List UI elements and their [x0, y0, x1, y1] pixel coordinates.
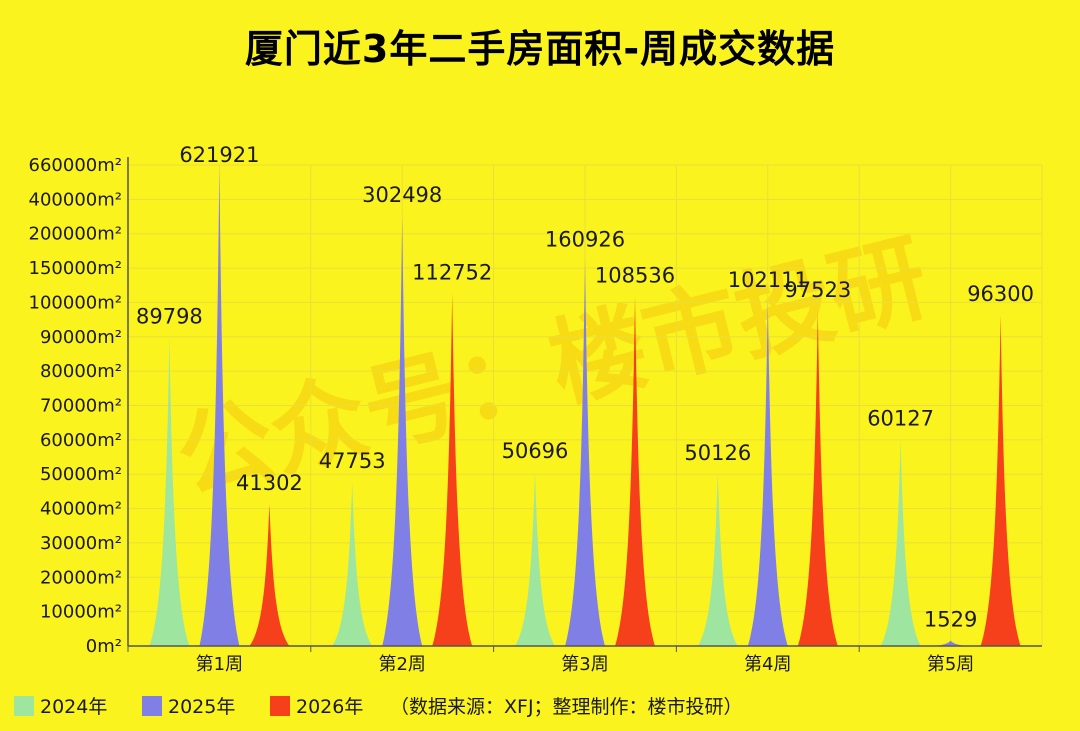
y-tick-label: 0m² [86, 636, 122, 657]
data-label: 50696 [502, 439, 569, 463]
y-tick-label: 200000m² [29, 224, 122, 245]
y-tick-label: 60000m² [40, 430, 122, 451]
data-label: 112752 [412, 261, 492, 285]
spike-bar-2025年-第1周 [199, 170, 240, 646]
x-category-label: 第4周 [744, 654, 791, 675]
chart-title: 厦门近3年二手房面积-周成交数据 [245, 27, 835, 71]
data-label: 108536 [595, 264, 675, 288]
data-label: 621921 [179, 143, 259, 167]
legend-swatch [142, 696, 162, 716]
legend-swatch [14, 696, 34, 716]
y-tick-label: 150000m² [29, 258, 122, 279]
data-label: 102111 [728, 268, 808, 292]
spike-bar-2026年-第3周 [615, 296, 655, 646]
spike-bar-2024年-第2周 [332, 481, 373, 646]
data-label: 96300 [967, 282, 1034, 306]
data-label: 60127 [867, 406, 934, 430]
data-label: 160926 [545, 228, 625, 252]
spike-bar-2024年-第5周 [880, 439, 921, 646]
legend-label: 2024年 [40, 696, 107, 718]
spike-bar-2026年-第1周 [249, 504, 290, 646]
y-axis: 0m² 10000m² 20000m² 30000m² 40000m² 50000m² 60… [29, 155, 129, 657]
y-tick-label: 660000m² [29, 155, 122, 176]
y-tick-label: 10000m² [40, 602, 122, 623]
legend-swatch [270, 696, 290, 716]
data-label: 97523 [784, 278, 851, 302]
y-tick-label: 400000m² [29, 189, 122, 210]
spike-bar-2025年-第2周 [382, 216, 423, 646]
spike-bar-2024年-第1周 [149, 337, 190, 646]
x-axis: 第1周 第2周 第3周 第4周 第5周 [127, 645, 1042, 675]
y-tick-label: 100000m² [29, 292, 122, 313]
x-category-label: 第5周 [927, 654, 974, 675]
bars-layer [149, 170, 1021, 646]
y-tick-label: 40000m² [40, 499, 122, 520]
spike-bar-2026年-第2周 [432, 293, 473, 646]
x-category-label: 第2周 [378, 654, 425, 675]
y-tick-label: 20000m² [40, 567, 122, 588]
spike-bar-2024年-第4周 [697, 473, 738, 646]
y-tick-label: 90000m² [40, 327, 122, 348]
spike-bar-2025年-第4周 [747, 300, 788, 646]
spike-bar-2025年-第3周 [565, 260, 605, 646]
source-note: （数据来源：XFJ；整理制作：楼市投研） [390, 696, 743, 718]
data-label: 1529 [924, 608, 977, 632]
spike-bar-2025年-第5周 [930, 640, 971, 646]
legend-label: 2026年 [296, 696, 363, 718]
data-label: 302498 [362, 183, 442, 207]
spike-bar-2026年-第4周 [797, 310, 838, 646]
spike-bar-2026年-第5周 [980, 315, 1021, 646]
data-label: 50126 [684, 441, 751, 465]
data-label: 47753 [319, 449, 386, 473]
y-tick-label: 70000m² [40, 396, 122, 417]
y-tick-label: 30000m² [40, 533, 122, 554]
x-category-label: 第3周 [561, 654, 608, 675]
y-tick-label: 80000m² [40, 361, 122, 382]
legend: 2024年 2025年 2026年 （数据来源：XFJ；整理制作：楼市投研） [14, 696, 743, 718]
data-label: 41302 [236, 471, 303, 495]
spike-bar-2024年-第3周 [515, 471, 555, 646]
y-tick-label: 50000m² [40, 464, 122, 485]
x-category-label: 第1周 [196, 654, 243, 675]
legend-label: 2025年 [168, 696, 235, 718]
data-label: 89798 [136, 304, 203, 328]
value-labels: 89798 621921 41302 47753 302498 112752 50696 16… [136, 143, 1034, 632]
